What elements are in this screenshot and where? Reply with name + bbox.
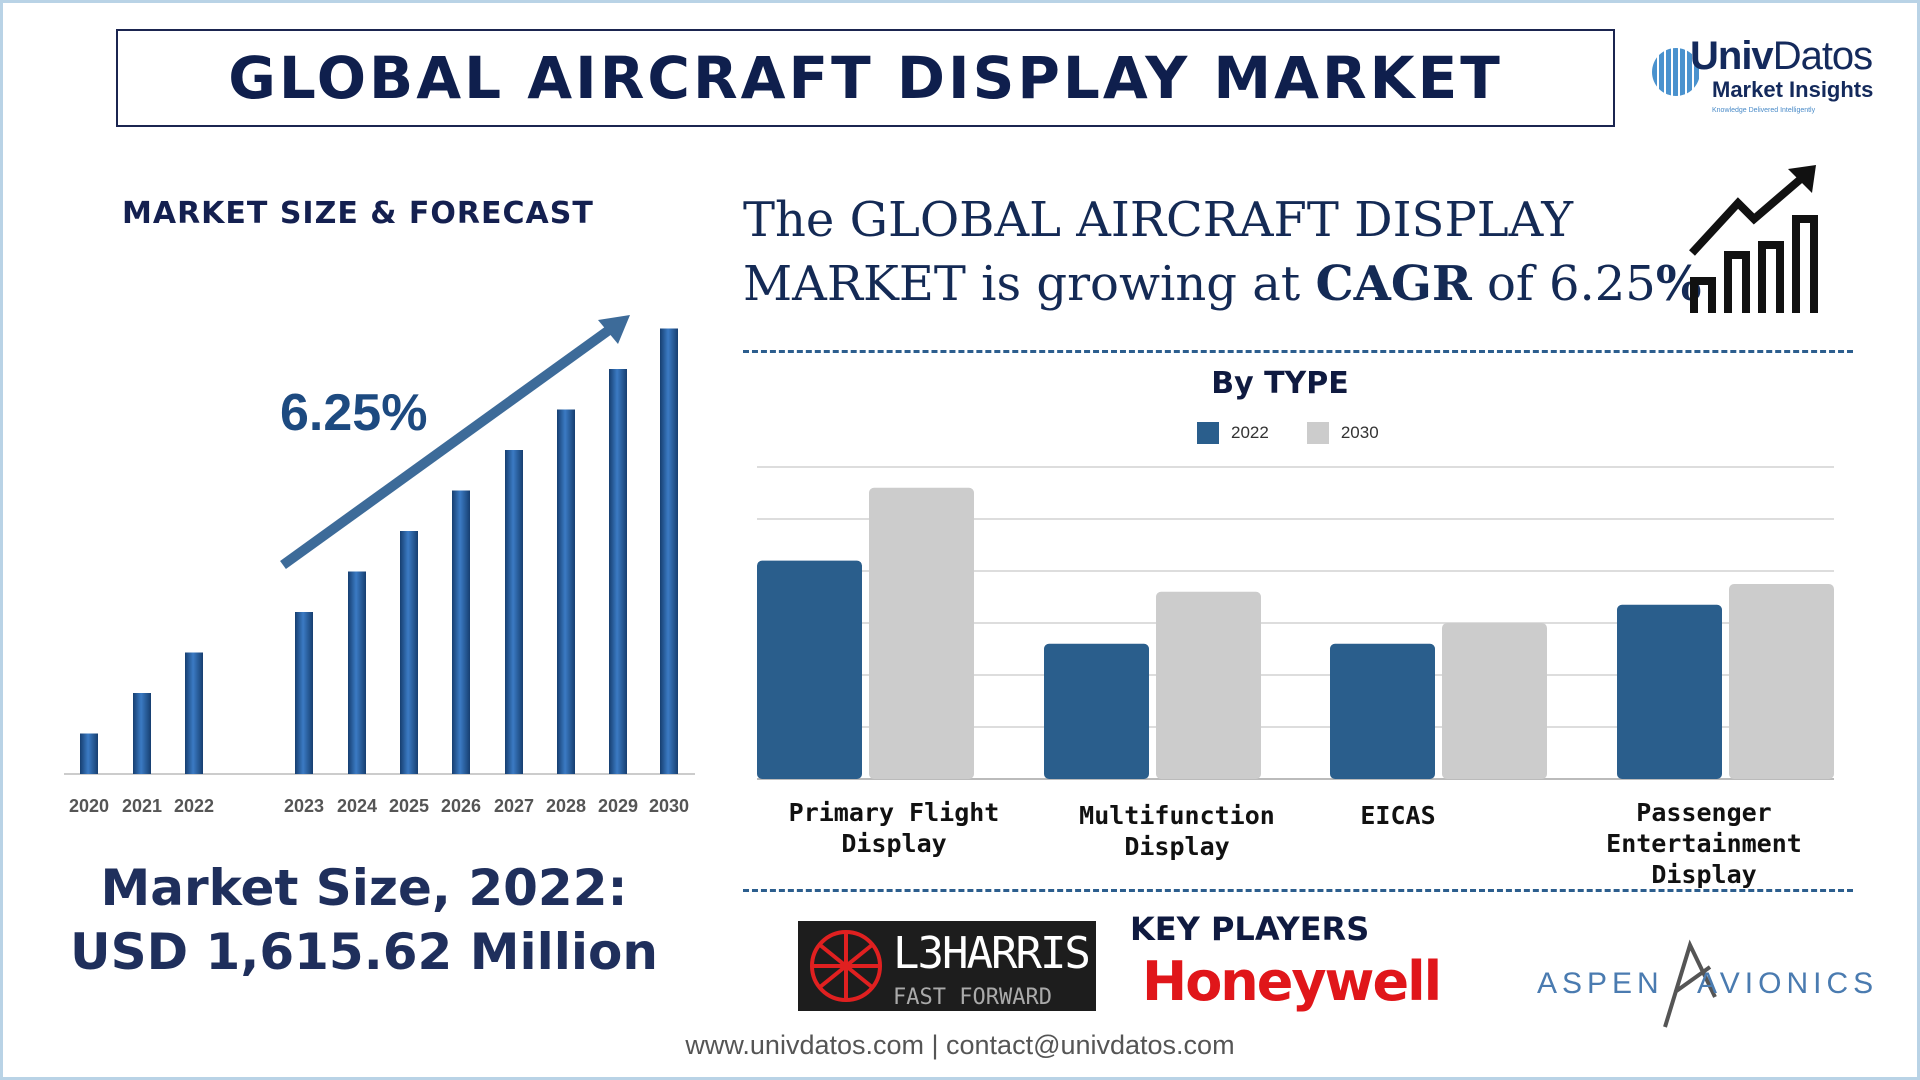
headline-cagr: CAGR [1315,256,1472,312]
category-label: Passenger Entertainment Display [1554,797,1854,890]
logo-brand-b: Datos [1772,34,1873,78]
category-label-line: Entertainment [1606,829,1802,858]
forecast-year-label: 2025 [389,796,429,816]
category-label: Primary Flight Display [744,797,1044,859]
legend-label-2022: 2022 [1231,423,1269,442]
forecast-bar-2027 [505,450,523,774]
cagr-label: 6.25% [280,384,427,442]
aspen-avionics-logo: ASPEN AVIONICS [1537,937,1873,1035]
l3harris-emblem-icon [810,930,882,1002]
legend-swatch-2022 [1197,422,1219,444]
legend-label-2030: 2030 [1340,423,1379,442]
forecast-year-label: 2024 [337,796,377,816]
forecast-year-label: 2020 [69,796,109,816]
bar-2030-0 [869,487,974,779]
avionics-text: AVIONICS [1697,967,1879,1000]
title-box: GLOBAL AIRCRAFT DISPLAY MARKET [116,29,1615,127]
forecast-bar-2024 [348,571,366,774]
chart-legend: 2022 2030 [1197,422,1379,444]
by-type-title: By TYPE [1211,366,1349,401]
forecast-year-label: 2029 [598,796,638,816]
divider-top [743,350,1853,353]
cagr-headline: The GLOBAL AIRCRAFT DISPLAY MARKET is gr… [743,188,1701,316]
growth-arrowhead [598,315,630,344]
bar-2030-1 [1156,591,1261,779]
bar-2022-0 [757,560,862,779]
l3harris-logo: L3HARRIS FAST FORWARD [798,921,1096,1011]
forecast-bar-2023 [295,612,313,774]
growth-arrow [280,320,619,570]
legend-swatch-2030 [1306,422,1329,444]
market-size-forecast-heading: MARKET SIZE & FORECAST [122,196,594,231]
category-label-line: Display [841,829,947,858]
l3harris-name: L3HARRIS [893,928,1091,979]
headline-line2: MARKET is growing at [743,256,1316,312]
l3harris-tagline: FAST FORWARD [893,985,1052,1010]
forecast-bar-2020 [80,733,98,774]
category-label-line: EICAS [1360,801,1436,830]
growth-chart-icon [1689,165,1818,313]
market-size-line2: USD 1,615.62 Million [70,923,658,981]
category-label-line: Display [1124,832,1230,861]
forecast-bar-2021 [133,693,151,774]
honeywell-logo: Honeywell [1142,950,1442,1013]
forecast-year-label: 2023 [284,796,324,816]
forecast-year-label: 2027 [494,796,534,816]
aspen-text: ASPEN [1537,967,1664,1000]
page-title: GLOBAL AIRCRAFT DISPLAY MARKET [228,44,1503,112]
forecast-bar-2026 [452,490,470,774]
logo-tagline: Knowledge Delivered Intelligently [1712,107,1816,114]
forecast-bar-2025 [400,531,418,774]
forecast-bar-2030 [660,328,678,774]
forecast-bar-chart: 6.25% 2020 2021 2022 2023 2024 2025 2026 2027 20… [64,315,695,816]
bar-2030-2 [1442,623,1547,779]
bar-2022-2 [1330,643,1435,779]
category-label-line: Display [1651,860,1757,889]
category-label-line: Multifunction [1079,801,1275,830]
forecast-year-label: 2022 [174,796,214,816]
bar-2022-1 [1044,643,1149,779]
legend-item-2022: 2022 [1197,422,1269,444]
key-players-heading: KEY PLAYERS [1130,910,1370,948]
logo-brand-a: Univ [1690,34,1774,78]
footer-contact: www.univdatos.com | contact@univdatos.co… [685,1030,1235,1060]
forecast-year-label: 2028 [546,796,586,816]
headline-line1: The GLOBAL AIRCRAFT DISPLAY [743,192,1574,248]
category-label: Multifunction Display [1027,800,1327,862]
category-label-line: Passenger [1636,798,1772,827]
univdatos-logo: UnivDatos Market Insights Knowledge Deli… [1650,36,1890,120]
logo-subtitle: Market Insights [1712,77,1874,102]
forecast-bar-2022 [185,652,203,774]
forecast-bar-2028 [557,409,575,774]
bar-2030-3 [1729,584,1834,779]
market-size-line1: Market Size, 2022: [100,859,628,917]
by-type-bar-chart [757,466,1834,780]
forecast-bar-2029 [609,369,627,774]
bar-2022-3 [1617,604,1722,779]
aspen-emblem-icon [1663,939,1717,1028]
category-label-line: Primary Flight [788,798,1000,827]
legend-item-2030: 2030 [1306,422,1379,444]
category-label: EICAS [1248,800,1548,831]
globe-icon [1652,48,1700,96]
forecast-year-label: 2030 [649,796,689,816]
forecast-year-label: 2026 [441,796,481,816]
headline-rate: of 6.25 [1471,256,1656,312]
forecast-year-label: 2021 [122,796,162,816]
divider-bottom [743,889,1853,892]
